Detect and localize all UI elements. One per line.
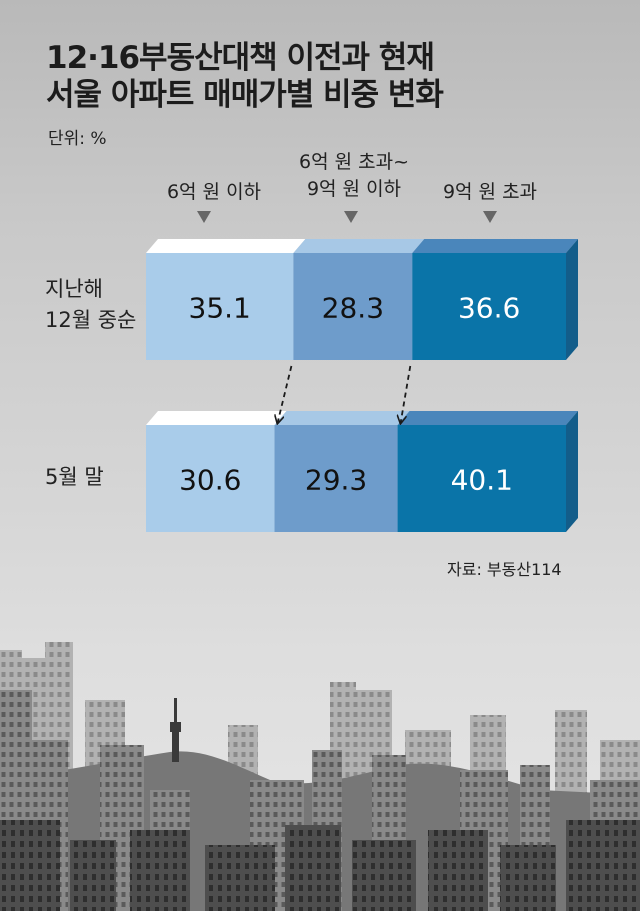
connector-layer bbox=[278, 365, 412, 423]
bar-december-over-9 bbox=[412, 253, 566, 360]
bar-top-december-6-to-9 bbox=[293, 239, 425, 253]
data-label-december-6-to-9: 28.3 bbox=[322, 292, 384, 325]
bar-side-may bbox=[566, 411, 578, 532]
row-label-december-line2: 12월 중순 bbox=[45, 308, 137, 332]
skyline-near bbox=[0, 820, 640, 911]
bar-may-under-6 bbox=[146, 425, 275, 532]
stacked-bar-chart: 35.1 28.3 36.6 30.6 29.3 40.1 bbox=[146, 239, 578, 532]
header-over-9-line1: 9억 원 초과 bbox=[442, 181, 538, 203]
header-6-to-9-line2: 9억 원 이하 bbox=[306, 178, 402, 200]
header-arrow-over-9 bbox=[483, 211, 497, 223]
bar-top-may-over-9 bbox=[397, 411, 578, 425]
shift-arrow-2 bbox=[401, 365, 412, 423]
header-under-6: 6억 원 이하 bbox=[167, 179, 261, 206]
data-label-may-6-to-9: 29.3 bbox=[305, 464, 367, 497]
header-6-to-9-line1: 6억 원 초과~ bbox=[298, 151, 410, 173]
row-label-may: 5월 말 bbox=[45, 462, 104, 493]
chart-title: 12·16부동산대책 이전과 현재 서울 아파트 매매가별 비중 변화 bbox=[46, 40, 444, 114]
shift-arrow-1 bbox=[278, 365, 293, 423]
data-label-may-under-6: 30.6 bbox=[179, 464, 241, 497]
title-line-1: 12·16부동산대책 이전과 현재 bbox=[46, 40, 435, 76]
data-label-december-under-6: 35.1 bbox=[189, 292, 251, 325]
bar-top-december-under-6 bbox=[146, 239, 306, 253]
bar-top-may-under-6 bbox=[146, 411, 287, 425]
data-label-december-over-9: 36.6 bbox=[458, 292, 520, 325]
city-skyline-illustration bbox=[0, 642, 640, 911]
bar-top-may-6-to-9 bbox=[274, 411, 410, 425]
row-label-december: 지난해 12월 중순 bbox=[45, 274, 136, 336]
bar-may-6-to-9 bbox=[274, 425, 398, 532]
bar-top-december-over-9 bbox=[412, 239, 578, 253]
header-arrow-under-6 bbox=[197, 211, 211, 223]
row-label-may-line1: 5월 말 bbox=[45, 465, 104, 489]
bar-may-over-9 bbox=[397, 425, 566, 532]
header-under-6-line1: 6억 원 이하 bbox=[166, 181, 262, 203]
bar-december-under-6 bbox=[146, 253, 294, 360]
row-label-december-line1: 지난해 bbox=[45, 277, 103, 301]
source-note: 자료: 부동산114 bbox=[447, 560, 562, 579]
header-arrow-6-to-9 bbox=[344, 211, 358, 223]
bar-december-6-to-9 bbox=[293, 253, 413, 360]
unit-label: 단위: % bbox=[48, 129, 107, 149]
header-over-9: 9억 원 초과 bbox=[443, 179, 537, 206]
tower bbox=[170, 698, 181, 762]
bar-side-december bbox=[566, 239, 578, 360]
data-label-may-over-9: 40.1 bbox=[451, 464, 513, 497]
header-6-to-9: 6억 원 초과~ 9억 원 이하 bbox=[299, 149, 409, 203]
bars-layer: 35.1 28.3 36.6 30.6 29.3 40.1 bbox=[146, 239, 578, 532]
title-line-2: 서울 아파트 매매가별 비중 변화 bbox=[46, 77, 444, 114]
